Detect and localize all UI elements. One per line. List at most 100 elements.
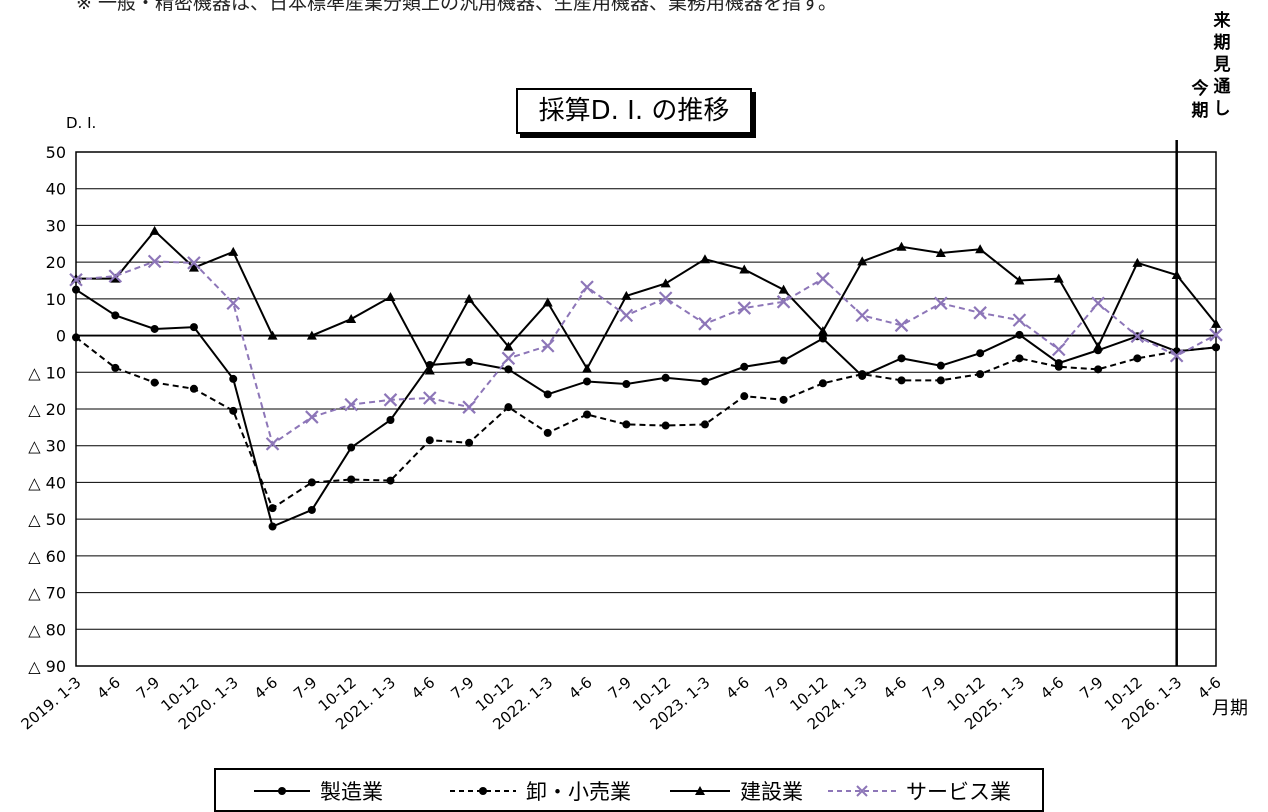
y-tick-label: 30 [46,216,66,235]
data-point [1012,313,1027,327]
series-line-2 [76,229,1217,373]
data-point [465,358,474,367]
data-point [346,314,357,324]
data-point [425,436,434,445]
data-point [855,308,869,323]
chart-canvas: 50 40 30 20 10 0 △ 10 △ 20 △ 30 △ 40 △ 50 △ 60 △ 70 △… [18,140,1225,733]
data-point [583,377,592,386]
y-tick-label: 10 [46,290,66,309]
data-point [1211,318,1221,328]
data-point [817,326,828,336]
legend-label-manufacturing: 製造業 [320,780,383,804]
legend-label-wholesale-retail: 卸・小売業 [526,780,631,804]
x-tick-label: 7-9 [605,673,635,703]
data-point [265,437,280,451]
data-point [896,241,907,251]
x-tick-label: 7-9 [919,673,949,703]
x-tick-label: 7-9 [290,673,320,703]
data-point [739,264,750,274]
data-point [934,296,948,311]
y-tick-label: △ 50 [28,510,66,529]
data-point [226,296,241,311]
data-point [897,354,906,363]
data-point [619,308,634,323]
data-point [386,476,395,485]
y-tick-label: 20 [46,253,66,272]
x-tick-label: 4-6 [251,673,281,703]
data-point [1015,354,1024,363]
data-point [621,290,632,300]
data-point [779,395,788,404]
data-point [1051,342,1066,357]
data-point [540,339,555,353]
data-point [267,330,278,340]
data-point [543,390,552,399]
series-line-1 [75,336,1217,510]
data-point [229,374,238,383]
data-point [501,351,516,366]
data-point [228,246,239,256]
series-line-3 [75,260,1217,446]
x-tick-label: 2019. 1-3 [18,673,85,733]
x-tick-label: 4-6 [1037,673,1067,703]
data-point [661,373,670,382]
data-point [149,225,160,235]
data-point [779,356,788,365]
y-tick-label: △ 30 [28,437,66,456]
data-point [1053,273,1064,283]
data-point [660,278,671,288]
data-point [189,384,198,393]
data-point [1171,269,1182,279]
data-point [69,272,83,287]
data-point [894,318,909,333]
data-point [72,285,80,294]
y-tick-label: 50 [46,143,66,162]
y-tick-label: △ 90 [28,657,66,676]
data-point [858,370,867,379]
data-point [424,365,435,375]
data-point [268,504,277,513]
data-point [1169,348,1184,363]
data-point [543,428,552,437]
data-point [740,362,749,371]
x-tick-label: 7-9 [447,673,477,703]
data-point [776,295,791,309]
x-axis-unit: 月期 [1212,698,1248,719]
data-point [150,324,159,333]
footnote: ※ 一般・精密機器は、日本標準産業分類上の汎用機器、生産用機器、業務用機器を指す… [76,0,838,14]
data-point [1094,365,1103,374]
data-point [580,280,594,294]
legend-item-wholesale-retail: 卸・小売業 [448,778,631,804]
data-point [386,416,395,425]
data-point [1093,341,1104,351]
data-point [383,393,398,407]
data-point [700,420,709,429]
data-point [622,380,631,389]
legend-marker-construction [670,786,730,795]
data-point [1132,257,1143,267]
data-point [1212,343,1220,352]
data-point [1209,328,1223,342]
data-point [189,323,198,332]
data-point [147,254,162,269]
data-point [975,244,986,254]
data-point [658,291,673,305]
data-point [737,301,752,315]
y-tick-label: △ 60 [28,547,66,566]
data-point [307,505,316,514]
data-point [818,334,827,343]
data-point [778,284,789,294]
legend-label-construction: 建設業 [740,780,803,804]
chart-title: 採算D. I. の推移 [516,88,752,134]
data-point [108,269,123,283]
data-point [423,391,437,405]
data-point [305,410,319,424]
data-point [229,406,238,415]
data-point [307,478,316,487]
data-point [699,254,710,264]
data-point [111,311,120,320]
data-point [935,247,946,257]
data-point [504,403,513,412]
data-point [1130,329,1145,344]
data-point [462,400,476,414]
